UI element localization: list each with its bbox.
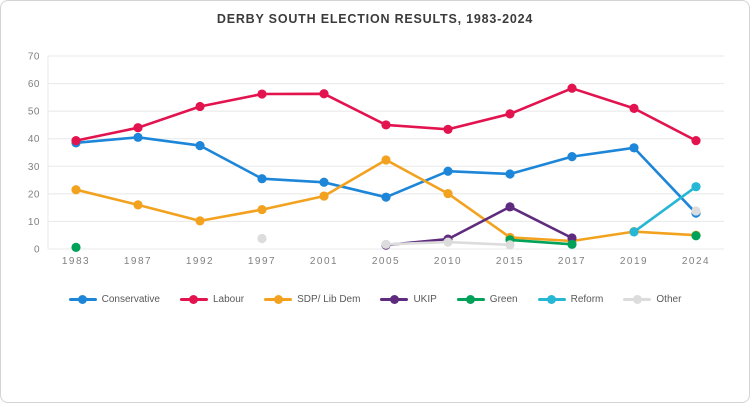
svg-text:1992: 1992 — [186, 256, 214, 267]
legend-marker-icon — [456, 295, 485, 305]
legend-marker-icon — [264, 295, 293, 305]
legend-marker-icon — [623, 295, 652, 305]
data-point — [567, 239, 577, 249]
x-axis-labels: 1983 1987 1992 1997 2001 2005 2010 2015 2017 2019… — [62, 256, 710, 267]
data-point — [443, 188, 453, 199]
series-other — [257, 206, 701, 250]
svg-text:1987: 1987 — [124, 256, 152, 267]
data-point — [505, 109, 515, 119]
svg-text:2019: 2019 — [620, 256, 648, 267]
data-point — [133, 132, 143, 142]
legend-label: Green — [489, 294, 518, 305]
series-reform — [629, 182, 701, 237]
series-labour — [71, 83, 701, 146]
legend-label: Other — [656, 294, 682, 305]
chart-svg: 0 10 20 30 40 50 60 70 1983 1987 1992 1997 2001 2005 2… — [28, 52, 724, 267]
data-point — [567, 83, 577, 93]
data-point — [443, 237, 453, 247]
data-point — [443, 166, 453, 176]
chart-legend: Conservative Labour SDP/ Lib Dem UKIP Green R… — [1, 294, 749, 305]
legend-marker-icon — [179, 295, 208, 305]
data-point — [195, 101, 205, 112]
data-point — [257, 233, 267, 244]
legend-item-other: Other — [623, 294, 681, 305]
data-point — [257, 89, 267, 99]
data-point — [195, 141, 205, 151]
svg-text:50: 50 — [28, 107, 40, 118]
svg-text:10: 10 — [28, 217, 40, 228]
legend-item-ukip: UKIP — [380, 294, 437, 305]
data-point — [443, 124, 453, 134]
svg-text:70: 70 — [28, 52, 40, 63]
legend-item-green: Green — [456, 294, 518, 305]
legend-label: UKIP — [413, 294, 437, 305]
legend-label: Reform — [570, 294, 604, 305]
data-point — [71, 242, 81, 252]
data-point — [71, 136, 81, 146]
series-green — [71, 231, 701, 252]
svg-text:20: 20 — [28, 189, 40, 200]
legend-item-sdp-lib-dem: SDP/ Lib Dem — [264, 294, 360, 305]
svg-text:2005: 2005 — [372, 256, 400, 267]
svg-text:2010: 2010 — [434, 256, 462, 267]
legend-item-conservative: Conservative — [68, 294, 160, 305]
svg-text:1983: 1983 — [62, 256, 90, 267]
data-point — [691, 206, 701, 216]
data-point — [195, 216, 205, 226]
legend-item-reform: Reform — [537, 294, 604, 305]
svg-text:2001: 2001 — [310, 256, 338, 267]
svg-text:2017: 2017 — [558, 256, 586, 267]
data-point — [257, 204, 267, 215]
data-point — [505, 169, 515, 179]
data-point — [319, 89, 329, 99]
legend-marker-icon — [537, 295, 566, 305]
svg-text:2015: 2015 — [496, 256, 524, 267]
legend-marker-icon — [68, 295, 97, 305]
data-point — [381, 120, 391, 130]
legend-label: SDP/ Lib Dem — [297, 294, 361, 305]
data-point — [629, 227, 639, 237]
data-point — [505, 240, 515, 250]
legend-marker-icon — [380, 295, 409, 305]
series-conservative — [71, 132, 701, 218]
svg-text:1997: 1997 — [248, 256, 276, 267]
data-point — [629, 143, 639, 153]
data-point — [381, 192, 391, 202]
data-point — [257, 174, 267, 184]
data-point — [381, 239, 391, 249]
svg-text:2024: 2024 — [682, 256, 710, 267]
data-point — [691, 231, 701, 241]
data-point — [505, 202, 515, 212]
data-point — [381, 155, 391, 165]
data-point — [319, 191, 329, 201]
legend-label: Labour — [212, 294, 245, 305]
data-point — [133, 200, 143, 210]
chart-title: DERBY SOUTH ELECTION RESULTS, 1983-2024 — [216, 12, 534, 26]
legend-item-labour: Labour — [179, 294, 245, 305]
data-point — [691, 182, 701, 192]
data-point — [133, 123, 143, 133]
svg-text:40: 40 — [28, 134, 40, 145]
data-point — [691, 136, 701, 146]
svg-text:60: 60 — [28, 79, 40, 90]
data-point — [629, 103, 639, 113]
data-point — [71, 185, 81, 195]
svg-text:0: 0 — [34, 245, 40, 256]
y-axis-labels: 0 10 20 30 40 50 60 70 — [28, 52, 40, 256]
svg-text:30: 30 — [28, 162, 40, 173]
plot-gridlines — [48, 55, 724, 250]
data-point — [319, 177, 329, 187]
data-point — [567, 152, 577, 162]
legend-label: Conservative — [101, 294, 160, 305]
data-point — [567, 233, 577, 243]
